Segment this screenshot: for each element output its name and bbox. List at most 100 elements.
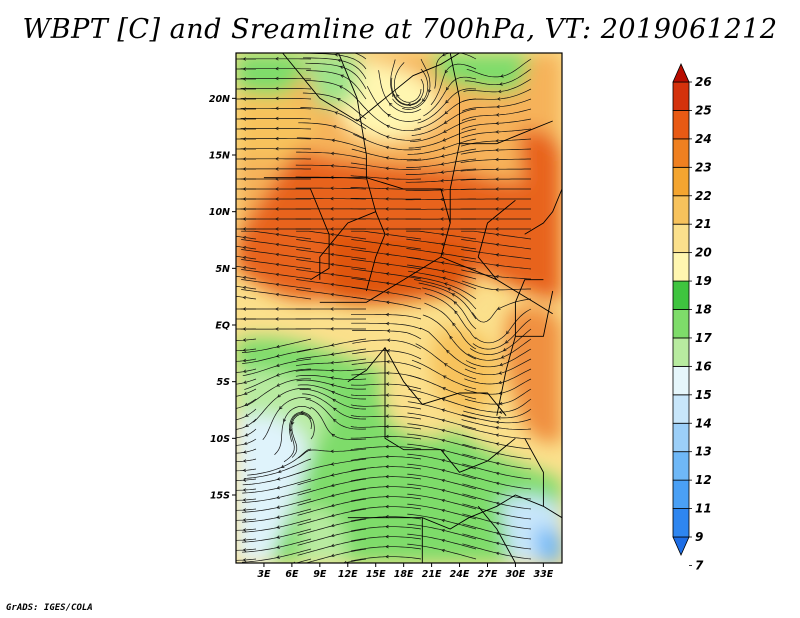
streamline-arrow: [441, 418, 445, 423]
streamline-arrow: [499, 362, 503, 367]
streamline-arrow: [440, 242, 445, 246]
streamline-arrow: [495, 461, 500, 466]
country-border: [319, 211, 376, 280]
colorbar-label: 24: [695, 132, 712, 146]
streamline-arrow: [495, 167, 499, 172]
streamline-arrow: [442, 129, 447, 133]
streamline-arrow: [495, 433, 500, 437]
streamline: [236, 275, 257, 280]
longitude-axis: 3E 6E 9E 12E 15E 18E 21E 24E 27E 30E 33E: [257, 563, 554, 580]
streamline-arrow: [446, 349, 450, 354]
streamline-arrow: [275, 227, 279, 231]
streamline: [236, 448, 257, 454]
streamline-arrow: [242, 245, 247, 250]
colorbar-swatch: [672, 337, 690, 367]
streamline-arrow: [386, 124, 390, 129]
streamline-arrow: [441, 498, 445, 503]
streamline-arrow: [340, 74, 344, 78]
colorbar-swatch: [672, 422, 690, 453]
streamline-arrow: [330, 262, 335, 267]
streamline-arrow: [440, 197, 444, 202]
streamline-arrow: [275, 344, 280, 349]
streamline-arrow: [242, 558, 247, 562]
lon-tick-label: 9E: [313, 569, 327, 580]
streamline-arrow: [243, 380, 247, 384]
lat-tick-label: 15S: [210, 491, 230, 502]
streamline-arrow: [332, 407, 337, 411]
country-border: [477, 199, 516, 280]
colorbar-label: 23: [695, 160, 712, 174]
streamline-arrow: [275, 363, 280, 367]
streamline-arrow: [279, 406, 283, 410]
streamline-arrow: [385, 135, 390, 139]
streamline-arrow: [330, 483, 335, 488]
streamline-arrow: [385, 371, 390, 375]
lon-tick-label: 18E: [394, 569, 414, 580]
streamline-arrow: [276, 383, 281, 387]
streamline-arrow: [331, 138, 335, 143]
streamline-arrow: [385, 232, 390, 237]
colorbar-swatch: [672, 365, 690, 396]
streamline-arrow: [441, 548, 445, 553]
streamline-arrow: [332, 125, 337, 129]
country-border: [282, 53, 460, 122]
streamline-arrow: [242, 338, 247, 342]
wbpt-field: [236, 53, 562, 563]
streamline-arrow: [334, 111, 339, 115]
colorbar-label: 21: [695, 217, 712, 231]
colorbar-swatch: [672, 394, 690, 424]
streamline-arrow: [452, 322, 456, 327]
streamline-arrow: [275, 116, 279, 121]
streamline-arrow: [242, 450, 247, 454]
streamline-arrow: [495, 227, 499, 231]
streamline-arrow: [440, 232, 445, 237]
streamline-arrow: [276, 555, 280, 559]
streamline-arrow: [330, 376, 334, 380]
streamline-arrow: [385, 524, 389, 529]
chart-title: WBPT [C] and Sreamline at 700hPa, VT: 20…: [22, 14, 778, 45]
streamline-arrow: [242, 459, 247, 463]
streamline-arrow: [444, 69, 448, 74]
streamline-arrow: [495, 442, 500, 446]
streamline: [236, 358, 257, 362]
streamline-arrow: [497, 89, 502, 94]
streamline: [236, 295, 257, 300]
lat-tick-label: 10S: [210, 434, 230, 445]
streamline-arrow: [495, 157, 499, 162]
country-border: [440, 256, 553, 315]
streamline-arrow: [242, 285, 247, 290]
streamlines: [236, 53, 532, 563]
streamline-arrow: [440, 227, 444, 231]
streamline-arrow: [242, 488, 247, 492]
streamline-arrow: [495, 501, 500, 506]
streamline-arrow: [242, 127, 246, 131]
streamline: [236, 508, 257, 511]
colorbar-swatch: [672, 280, 690, 310]
streamline-arrow: [331, 433, 335, 438]
streamline-arrow: [330, 327, 334, 331]
streamline-arrow: [243, 441, 248, 446]
streamline-arrow: [242, 295, 247, 300]
streamline-arrow: [496, 97, 501, 101]
streamline-arrow: [242, 508, 247, 512]
streamline-arrow: [330, 232, 335, 237]
streamline-arrow: [495, 242, 500, 247]
streamline-arrow: [343, 560, 347, 563]
streamline-arrow: [242, 548, 247, 552]
streamline-arrow: [385, 393, 389, 397]
streamline-arrow: [277, 469, 282, 474]
streamline-arrow: [441, 53, 446, 57]
streamline-arrow: [330, 282, 335, 287]
streamline-arrow: [385, 321, 390, 326]
streamline: [236, 235, 257, 240]
streamline-arrow: [244, 413, 249, 417]
colorbar-label: 19: [695, 274, 712, 288]
streamline-arrow: [442, 387, 446, 391]
colorbar-swatch: [672, 110, 690, 140]
streamline-arrow: [495, 541, 500, 546]
streamline-arrow: [440, 154, 445, 158]
streamline: [236, 348, 257, 352]
streamline-arrow: [330, 503, 335, 508]
streamline-arrow: [385, 554, 389, 559]
streamline-arrow: [454, 310, 458, 315]
